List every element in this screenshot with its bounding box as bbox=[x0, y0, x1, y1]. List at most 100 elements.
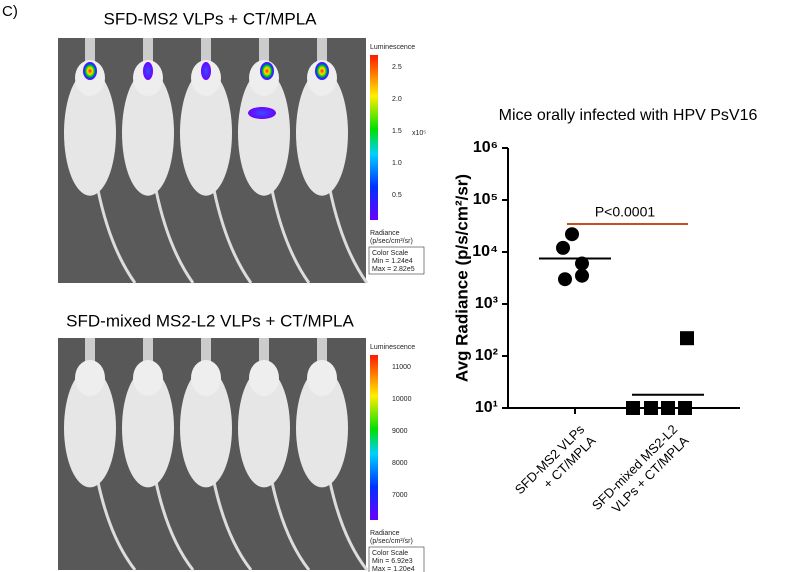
mouse-tail bbox=[328, 481, 369, 571]
restraint bbox=[143, 338, 153, 368]
mouse-head bbox=[307, 360, 337, 396]
scale-box-text: Max = 1.20e4 bbox=[372, 566, 415, 572]
mouse bbox=[296, 338, 369, 571]
mouse bbox=[122, 338, 195, 571]
unit-label: Radiance bbox=[370, 530, 400, 537]
data-point bbox=[575, 268, 589, 283]
mouse-tail bbox=[212, 481, 253, 571]
scale-tick: 1.5 bbox=[392, 128, 402, 135]
scale-tick: 9000 bbox=[392, 428, 408, 435]
y-tick-label: 10⁵ bbox=[473, 191, 498, 208]
scale-box bbox=[368, 246, 425, 275]
scale-tick: 10000 bbox=[392, 396, 412, 403]
scale-tick: 1.0 bbox=[392, 160, 402, 167]
mouse-body bbox=[64, 368, 116, 488]
scale-box-text: Color Scale bbox=[372, 250, 408, 257]
y-tick-label: 10⁶ bbox=[473, 139, 498, 156]
scale-box-text: Min = 1.24e4 bbox=[372, 258, 413, 265]
mouse-body bbox=[296, 70, 348, 196]
mouse bbox=[122, 38, 195, 284]
mouse-head bbox=[249, 360, 279, 396]
signal bbox=[248, 107, 276, 119]
y-tick-label: 10⁴ bbox=[472, 243, 498, 260]
mouse-tail bbox=[270, 481, 311, 571]
mice bbox=[64, 38, 369, 571]
scale-box-text: Max = 2.82e5 bbox=[372, 266, 415, 273]
restraint bbox=[201, 338, 211, 368]
scale-tick: 11000 bbox=[392, 364, 411, 371]
restraint bbox=[317, 38, 327, 68]
restraint bbox=[143, 38, 153, 68]
scale-box-text: Min = 6.92e3 bbox=[372, 558, 413, 565]
image-title: SFD-MS2 VLPs + CT/MPLA bbox=[103, 9, 317, 28]
mouse bbox=[180, 38, 253, 284]
unit: (p/sec/cm²/sr) bbox=[370, 538, 413, 545]
mouse-body bbox=[238, 70, 290, 196]
mouse bbox=[238, 338, 311, 571]
restraint bbox=[85, 38, 95, 68]
x-tick-label: SFD-mixed MS2-L2VLPs + CT/MPLA bbox=[589, 422, 692, 525]
data-point bbox=[678, 401, 692, 415]
restraint bbox=[85, 338, 95, 368]
mouse-body bbox=[238, 368, 290, 488]
mouse bbox=[64, 338, 137, 571]
mouse bbox=[64, 38, 137, 284]
chart-title: Mice orally infected with HPV PsV16 bbox=[499, 107, 758, 124]
scale-tick: 0.5 bbox=[392, 192, 402, 199]
mouse-body bbox=[180, 70, 232, 196]
color-bar bbox=[370, 355, 378, 520]
restraint bbox=[259, 338, 269, 368]
image-title: SFD-mixed MS2-L2 VLPs + CT/MPLA bbox=[66, 311, 354, 330]
data-point bbox=[661, 401, 675, 415]
data-point bbox=[565, 227, 579, 242]
scale-tick: 2.5 bbox=[392, 64, 402, 71]
y-tick-label: 10¹ bbox=[475, 399, 498, 416]
mouse-tail bbox=[212, 189, 253, 284]
mouse-tail bbox=[96, 481, 137, 571]
mouse bbox=[180, 338, 253, 571]
mouse-head bbox=[133, 360, 163, 396]
restraint bbox=[201, 38, 211, 68]
mouse-tail bbox=[154, 481, 195, 571]
scale-tick: 7000 bbox=[392, 492, 408, 499]
p-value: P<0.0001 bbox=[595, 204, 656, 220]
panel-label: C) bbox=[2, 3, 18, 20]
mouse-head bbox=[191, 360, 221, 396]
data-point bbox=[644, 401, 658, 415]
mouse-tail bbox=[328, 189, 369, 284]
scale-tick: 2.0 bbox=[392, 96, 402, 103]
scale-multiplier: x10⁵ bbox=[412, 130, 426, 137]
mouse-body bbox=[64, 70, 116, 196]
mouse-tail bbox=[270, 189, 311, 284]
data-point bbox=[626, 401, 640, 415]
y-tick-label: 10² bbox=[475, 347, 498, 364]
color-scales: Luminescence2.52.01.51.00.5x10⁵Radiance(… bbox=[368, 44, 426, 572]
restraint bbox=[317, 338, 327, 368]
signal bbox=[201, 62, 211, 80]
signal bbox=[315, 62, 329, 80]
scale-title: Luminescence bbox=[370, 344, 415, 351]
mouse-body bbox=[122, 368, 174, 488]
mouse bbox=[238, 38, 311, 284]
y-tick-label: 10³ bbox=[475, 295, 498, 312]
scale-title: Luminescence bbox=[370, 44, 415, 51]
data-point bbox=[680, 331, 694, 346]
scale-box-text: Color Scale bbox=[372, 550, 408, 557]
mouse-body bbox=[122, 70, 174, 196]
scale-box bbox=[368, 546, 425, 572]
x-tick-label: SFD-MS2 VLPs+ CT/MPLA bbox=[512, 422, 599, 509]
data-point bbox=[556, 240, 570, 255]
signal bbox=[83, 62, 97, 80]
color-bar bbox=[370, 55, 378, 220]
mouse bbox=[296, 38, 369, 284]
data-point bbox=[575, 256, 589, 271]
unit-label: Radiance bbox=[370, 230, 400, 237]
mouse-body bbox=[296, 368, 348, 488]
signal bbox=[143, 62, 153, 80]
unit: (p/sec/cm²/sr) bbox=[370, 238, 413, 245]
mouse-tail bbox=[154, 189, 195, 284]
restraint bbox=[259, 38, 269, 68]
y-axis-label: Avg Radiance (p/s/cm²/sr) bbox=[452, 174, 471, 382]
